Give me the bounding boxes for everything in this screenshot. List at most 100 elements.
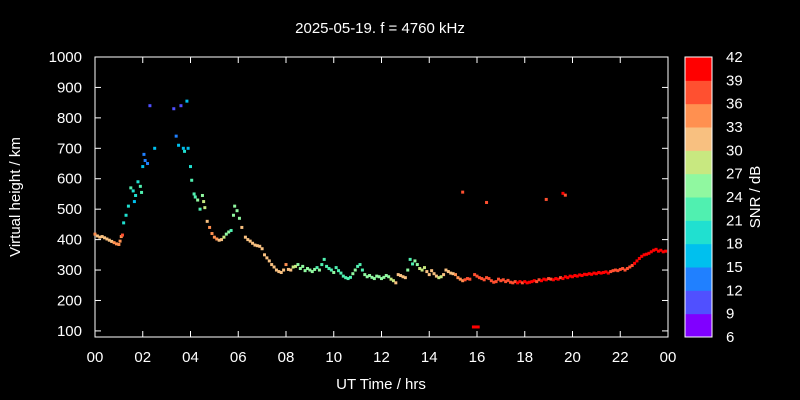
data-point [649, 250, 653, 254]
data-point [408, 257, 412, 261]
data-point [224, 232, 228, 236]
colorbar-tick-label: 12 [726, 282, 743, 299]
x-tick-label: 18 [516, 349, 533, 366]
data-point [365, 275, 369, 279]
data-point [210, 232, 214, 236]
x-tick-label: 08 [278, 349, 295, 366]
colorbar-tick-label: 9 [726, 306, 734, 323]
data-point [260, 247, 264, 251]
data-point [235, 209, 239, 213]
data-point [105, 237, 109, 241]
data-point [124, 213, 128, 217]
data-point [267, 259, 271, 263]
data-point [523, 280, 527, 284]
data-point [119, 235, 123, 239]
data-point [585, 273, 589, 277]
data-point [661, 250, 665, 254]
data-point [582, 272, 586, 276]
data-point [339, 271, 343, 275]
data-point [196, 198, 200, 202]
data-point [568, 274, 572, 278]
data-point [542, 277, 546, 281]
data-point [117, 242, 121, 246]
data-point [628, 265, 632, 269]
data-point [351, 272, 355, 276]
data-point [594, 272, 598, 276]
data-point [623, 268, 627, 272]
data-point [107, 238, 111, 242]
data-point [372, 277, 376, 281]
colorbar-tick-label: 15 [726, 259, 743, 276]
data-point [544, 197, 548, 201]
x-tick-label: 12 [373, 349, 390, 366]
x-tick-label: 06 [230, 349, 247, 366]
data-point [215, 237, 219, 241]
data-point [172, 107, 176, 111]
data-point [344, 276, 348, 280]
data-point [348, 275, 352, 279]
colorbar-tick-label: 42 [726, 49, 743, 66]
data-point [496, 277, 500, 281]
data-point [100, 235, 104, 239]
data-point [494, 280, 498, 284]
data-point [227, 230, 231, 234]
data-point [183, 149, 187, 153]
data-point [532, 279, 536, 283]
x-tick-label: 04 [182, 349, 199, 366]
data-point [382, 275, 386, 279]
colorbar-label-group: SNR / dB [747, 166, 764, 229]
data-point [327, 267, 331, 271]
data-point [602, 270, 606, 274]
data-point [153, 146, 157, 150]
data-point [446, 270, 450, 274]
data-point [301, 264, 305, 268]
data-point [132, 200, 136, 204]
data-point [473, 273, 477, 277]
data-point [185, 99, 189, 103]
data-point [592, 271, 596, 275]
colorbar-segment [685, 57, 712, 81]
x-tick-label: 00 [660, 349, 677, 366]
data-point [549, 277, 553, 281]
data-point [317, 268, 321, 272]
data-point [305, 267, 309, 271]
data-point [511, 281, 515, 285]
data-point [403, 276, 407, 280]
data-point [353, 268, 357, 272]
colorbar-segment [685, 197, 712, 221]
data-point [474, 325, 478, 329]
data-point [439, 275, 443, 279]
colorbar-segment [685, 127, 712, 151]
data-point [360, 268, 364, 272]
colorbar-tick-label: 39 [726, 72, 743, 89]
x-ticks: 00 02 04 06 08 10 12 14 16 18 20 22 00 [87, 57, 677, 366]
data-point [451, 272, 455, 276]
data-point [380, 277, 383, 281]
data-point [458, 277, 462, 281]
data-point [637, 256, 641, 260]
colorbar-tick-label: 6 [726, 329, 734, 346]
data-point [633, 261, 637, 265]
data-point [315, 266, 319, 270]
colorbar-tick-label: 18 [726, 236, 743, 253]
data-point [420, 268, 424, 272]
data-point [286, 267, 290, 271]
y-ticks: 100 200 300 400 500 600 700 800 900 1000 [49, 49, 668, 340]
data-point [208, 225, 212, 229]
data-point [296, 263, 300, 267]
data-point [274, 268, 278, 272]
data-point [551, 278, 555, 282]
data-point [449, 271, 453, 275]
data-point [659, 248, 663, 252]
data-point [513, 280, 517, 284]
data-point [539, 279, 543, 283]
data-point [432, 272, 436, 276]
data-point [334, 266, 338, 270]
data-point [320, 263, 324, 267]
data-point [370, 275, 374, 279]
colorbar-segment [685, 103, 712, 128]
data-point [186, 146, 190, 150]
colorbar-tick-label: 33 [726, 119, 743, 136]
data-points [93, 99, 668, 329]
data-point [126, 204, 130, 208]
